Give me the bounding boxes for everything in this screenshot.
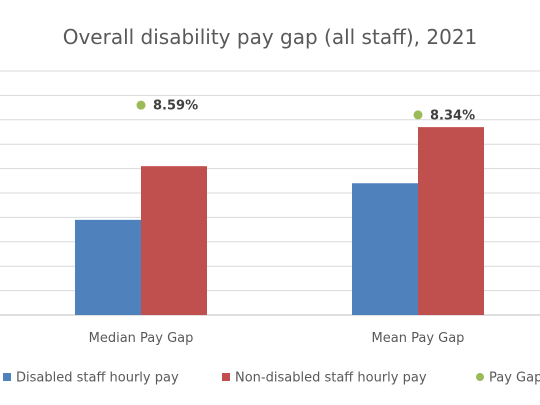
pay-gap-label-0: 8.59% — [153, 99, 198, 114]
pay-gap-marker-0 — [137, 101, 146, 110]
legend-non-disabled-label: Non-disabled staff hourly pay — [235, 371, 427, 386]
legend-pay-gap-label: Pay Gap — [489, 371, 540, 386]
category-label-0: Median Pay Gap — [89, 331, 194, 346]
disabled-bar-1 — [352, 183, 418, 315]
disabled-bar-0 — [75, 220, 141, 315]
legend-non-disabled-swatch — [222, 373, 230, 381]
category-label-1: Mean Pay Gap — [372, 331, 465, 346]
chart-title: Overall disability pay gap (all staff), … — [63, 25, 478, 49]
non-disabled-bar-0 — [141, 166, 207, 315]
legend-disabled-label: Disabled staff hourly pay — [16, 371, 179, 386]
bars — [75, 127, 484, 315]
legend-disabled-swatch — [3, 373, 11, 381]
legend: Disabled staff hourly pay Non-disabled st… — [3, 371, 540, 386]
pay-gap-marker-1 — [414, 110, 423, 119]
non-disabled-bar-1 — [418, 127, 484, 315]
pay-gap-label-1: 8.34% — [430, 108, 475, 123]
legend-pay-gap-swatch — [476, 373, 484, 381]
category-labels: Median Pay Gap Mean Pay Gap — [89, 331, 465, 346]
